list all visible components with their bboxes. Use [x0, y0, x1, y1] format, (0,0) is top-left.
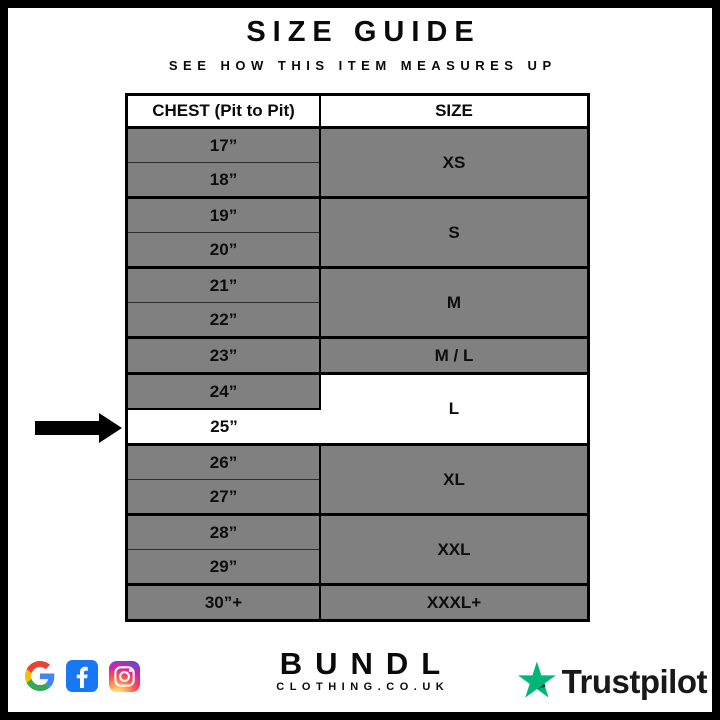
size-cell: S [319, 196, 590, 269]
chest-cell: 30”+ [125, 583, 321, 621]
social-icons-row [25, 660, 140, 697]
brand-logo: BUNDL CLOTHING.CO.UK [8, 648, 712, 693]
size-cell: M / L [319, 336, 590, 375]
chest-cell: 20” [125, 232, 321, 268]
column-header-chest: CHEST (Pit to Pit) [125, 93, 321, 129]
chest-cell: 19” [125, 196, 321, 233]
table-row: 24” L [125, 372, 590, 446]
table-row: 19” S [125, 196, 590, 269]
highlight-arrow-icon [99, 413, 122, 443]
size-cell: M [319, 266, 590, 339]
chest-cell: 28” [125, 513, 321, 550]
size-cell: XXXL+ [319, 583, 590, 622]
chest-cell: 18” [125, 162, 321, 198]
chest-cell: 22” [125, 302, 321, 338]
instagram-icon[interactable] [109, 660, 140, 697]
table-row: 28” XXL [125, 513, 590, 586]
page-title: SIZE GUIDE [246, 16, 481, 48]
chest-cell: 26” [125, 443, 321, 480]
google-icon[interactable] [25, 661, 55, 696]
trustpilot-star-icon [517, 661, 556, 703]
table-row: 27” [125, 479, 589, 515]
table-row: 21” M [125, 266, 590, 339]
table-row: 23” M / L [125, 336, 590, 375]
table-row: 30”+ XXXL+ [125, 583, 590, 622]
trustpilot-logo[interactable]: Trustpilot [517, 661, 708, 703]
size-guide-table: CHEST (Pit to Pit) SIZE 17” XS 18” 19” S… [125, 93, 590, 622]
chest-cell: 17” [125, 126, 321, 163]
chest-cell: 21” [125, 266, 321, 303]
chest-cell: 29” [125, 549, 321, 585]
table-row: 17” XS [125, 126, 590, 199]
chest-cell: 23” [125, 336, 321, 374]
chest-cell: 27” [125, 479, 321, 515]
size-cell: XL [319, 443, 590, 516]
table-row: 26” XL [125, 443, 590, 516]
size-cell: XS [319, 126, 590, 199]
highlight-arrow-shaft [35, 421, 100, 435]
trustpilot-wordmark: Trustpilot [561, 663, 708, 700]
chest-cell: 24” [125, 372, 321, 410]
size-cell: XXL [319, 513, 590, 586]
brand-name: BUNDL [279, 646, 454, 681]
table-row: 20” [125, 232, 589, 268]
table-row: 29” [125, 549, 589, 585]
table-row: 18” [125, 162, 589, 198]
chest-cell-highlighted: 25” [125, 408, 320, 445]
facebook-icon[interactable] [66, 660, 98, 697]
brand-tagline: CLOTHING.CO.UK [276, 681, 450, 693]
column-header-size: SIZE [319, 93, 590, 129]
page-subtitle: SEE HOW THIS ITEM MEASURES UP [168, 58, 557, 73]
size-cell-highlighted: L [320, 372, 590, 446]
